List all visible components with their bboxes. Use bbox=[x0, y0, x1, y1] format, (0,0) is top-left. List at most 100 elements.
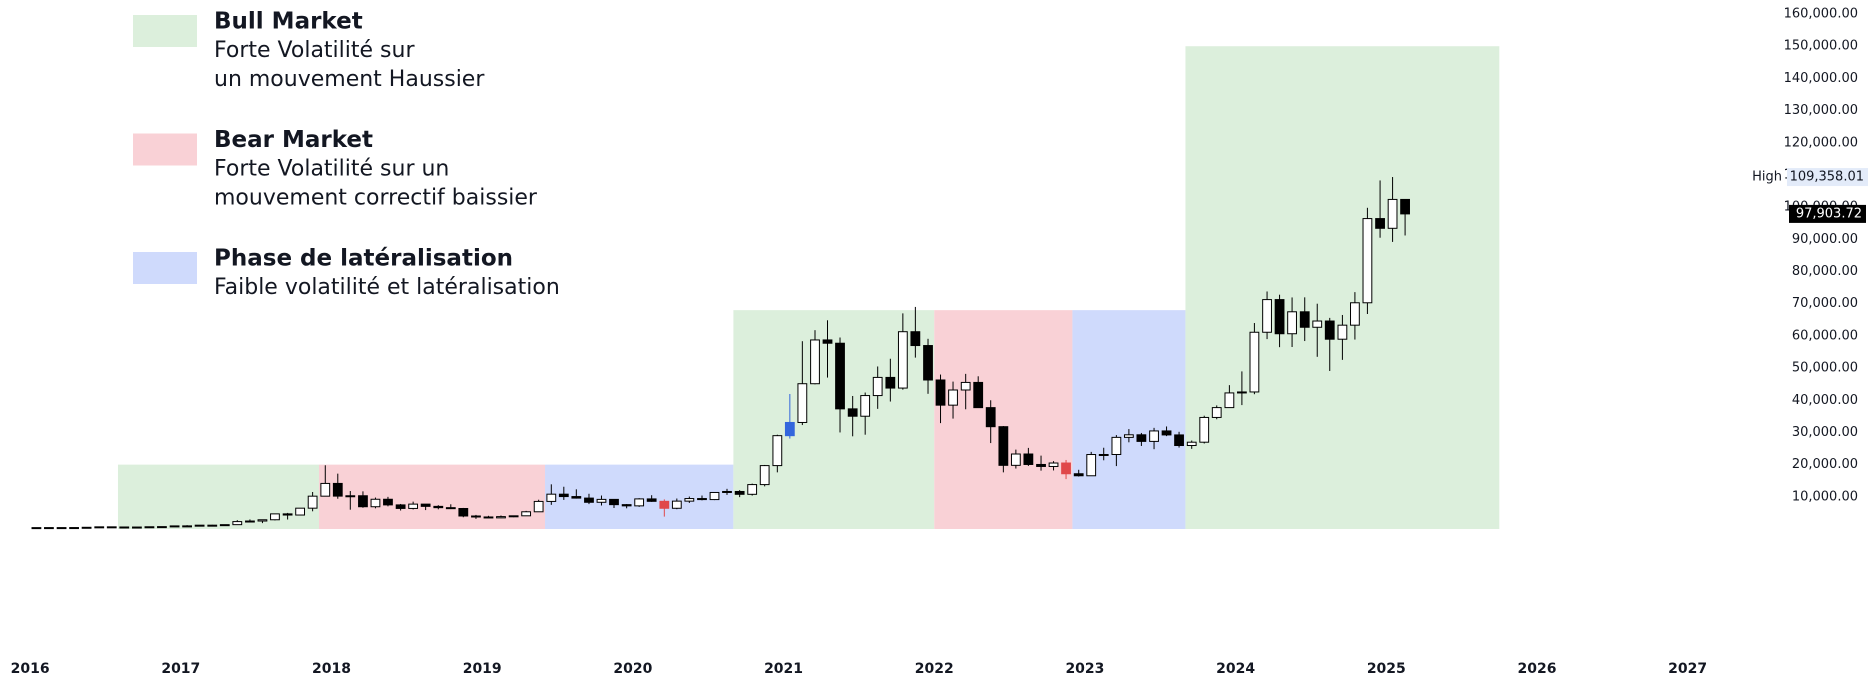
y-tick-label: 140,000.00 bbox=[1784, 71, 1858, 86]
region bbox=[1185, 46, 1500, 529]
candle-body bbox=[998, 426, 1009, 466]
candle-body bbox=[759, 465, 770, 486]
candle-body bbox=[157, 526, 167, 529]
candle-body bbox=[144, 526, 155, 529]
candle-body bbox=[1337, 324, 1348, 340]
candle-body bbox=[1186, 441, 1197, 447]
candle-body bbox=[797, 383, 808, 423]
candle-body bbox=[1098, 453, 1109, 456]
y-tick-label: 130,000.00 bbox=[1784, 103, 1858, 118]
candle-body bbox=[1073, 473, 1084, 477]
candle-body bbox=[1199, 416, 1210, 443]
candle-body bbox=[257, 519, 268, 522]
candle-body bbox=[1324, 320, 1335, 340]
candle-body bbox=[1010, 453, 1021, 466]
candle-body bbox=[383, 498, 393, 506]
candle-body bbox=[1387, 198, 1398, 229]
candle-body bbox=[207, 524, 218, 527]
candle-body bbox=[483, 516, 494, 519]
candle-body bbox=[106, 526, 117, 529]
candle-body bbox=[44, 527, 54, 530]
candle-body bbox=[1375, 218, 1385, 229]
x-tick-label: 2026 bbox=[1518, 661, 1557, 677]
legend-text: un mouvement Haussier bbox=[214, 67, 485, 92]
legend-swatch bbox=[133, 15, 197, 47]
candle-body bbox=[897, 331, 908, 389]
x-tick-label: 2027 bbox=[1668, 661, 1707, 677]
legend: Bull Market Forte Volatilité sur un mouvem… bbox=[133, 9, 560, 300]
x-tick-label: 2024 bbox=[1216, 661, 1255, 677]
candle-body bbox=[56, 527, 67, 530]
candle-body bbox=[282, 513, 293, 516]
candle-body bbox=[584, 497, 594, 503]
candle-body bbox=[985, 407, 996, 428]
last-price-box bbox=[1789, 204, 1866, 223]
candle-body bbox=[1362, 218, 1373, 304]
candle-body bbox=[1312, 320, 1323, 328]
legend-text: Faible volatilité et latéralisation bbox=[214, 275, 560, 300]
x-tick-label: 2016 bbox=[11, 661, 50, 677]
candle-body bbox=[1350, 302, 1360, 326]
candle-body bbox=[445, 507, 456, 510]
candle-body bbox=[358, 495, 368, 508]
candle-body bbox=[232, 521, 243, 526]
candle-body bbox=[1274, 299, 1285, 335]
candle-body bbox=[1299, 311, 1310, 328]
y-tick-label: 120,000.00 bbox=[1784, 135, 1858, 150]
y-tick-label: 40,000.00 bbox=[1792, 393, 1858, 408]
axes: 10,000.00 20,000.00 30,000.00 40,000.00 50,0… bbox=[11, 7, 1868, 677]
candle-body bbox=[1036, 463, 1046, 467]
x-tick-label: 2021 bbox=[764, 661, 803, 677]
candle-body bbox=[860, 395, 871, 417]
y-tick-label: 10,000.00 bbox=[1792, 489, 1858, 504]
legend-title: Bull Market bbox=[214, 9, 363, 35]
candle-body bbox=[408, 503, 419, 509]
x-tick-label: 2023 bbox=[1065, 661, 1104, 677]
candles bbox=[31, 177, 1410, 530]
x-tick-label: 2020 bbox=[613, 661, 652, 677]
candle-body bbox=[747, 484, 758, 495]
x-tick-label: 2018 bbox=[312, 661, 351, 677]
candle-body bbox=[646, 498, 657, 502]
candle-body bbox=[973, 381, 984, 409]
candle-body bbox=[433, 505, 444, 509]
candle-body bbox=[1111, 436, 1122, 455]
candle-body bbox=[596, 498, 607, 503]
candle-body bbox=[772, 435, 783, 467]
legend-text: Forte Volatilité sur un bbox=[214, 157, 449, 182]
candle-body bbox=[960, 381, 971, 391]
candle-body bbox=[1249, 331, 1260, 393]
candle-body bbox=[496, 516, 506, 519]
y-tick-label: 70,000.00 bbox=[1792, 296, 1858, 311]
y-tick-label: 60,000.00 bbox=[1792, 328, 1858, 343]
candle-body bbox=[332, 482, 343, 497]
candle-body bbox=[923, 345, 933, 381]
x-tick-label: 2025 bbox=[1367, 661, 1406, 677]
candle-body bbox=[1174, 434, 1184, 447]
candle-body bbox=[722, 490, 732, 493]
candle-body bbox=[558, 493, 569, 498]
candle-body bbox=[194, 524, 205, 527]
y-tick-label: 80,000.00 bbox=[1792, 264, 1858, 279]
candle-body bbox=[1211, 407, 1222, 418]
candle-body bbox=[169, 525, 180, 528]
candle-body bbox=[1048, 462, 1059, 467]
candle-body bbox=[784, 421, 795, 437]
legend-text: Forte Volatilité sur bbox=[214, 38, 415, 63]
candle-body bbox=[1023, 453, 1034, 465]
candle-body bbox=[835, 342, 845, 410]
y-tick-label: 20,000.00 bbox=[1792, 457, 1858, 472]
legend-title: Bear Market bbox=[214, 127, 373, 153]
legend-swatch bbox=[133, 133, 197, 166]
y-tick-label: 30,000.00 bbox=[1792, 425, 1858, 440]
candle-body bbox=[395, 504, 406, 509]
high-marker-value: 109,358.01 bbox=[1790, 170, 1864, 185]
x-tick-label: 2022 bbox=[915, 661, 954, 677]
candle-body bbox=[31, 527, 42, 530]
candle-body bbox=[245, 520, 255, 523]
candle-body bbox=[1224, 392, 1235, 409]
candle-body bbox=[521, 511, 532, 517]
region bbox=[1072, 310, 1186, 529]
candle-body bbox=[119, 526, 130, 529]
